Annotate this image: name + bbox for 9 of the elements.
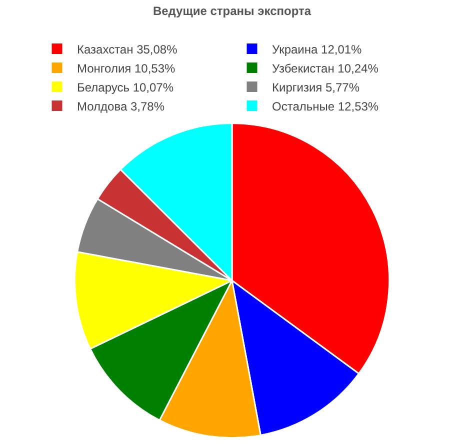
legend-label: Узбекистан 10,24% [272,61,379,76]
legend-label: Монголия 10,53% [77,61,176,76]
legend-label: Беларусь 10,07% [77,80,174,94]
legend-label: Молдова 3,78% [77,99,165,114]
legend-label: Остальные 12,53% [272,99,379,114]
legend-label: Киргизия 5,77% [272,80,360,94]
legend-label: Украина 12,01% [272,42,362,56]
legend-label: Казахстан 35,08% [77,42,178,56]
chart-title: Ведущие страны экспорта [152,4,312,18]
